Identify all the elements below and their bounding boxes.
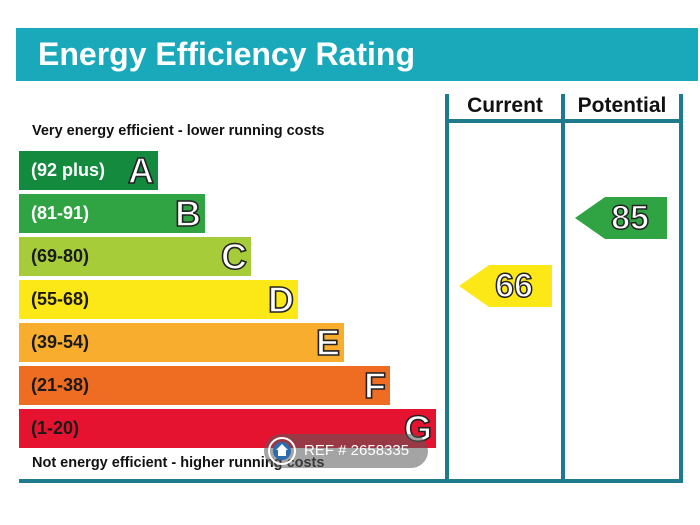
- band-f: (21-38) F: [19, 364, 390, 407]
- page-title: Energy Efficiency Rating: [38, 36, 415, 72]
- watermark-badge: REF # 2658335: [264, 434, 428, 468]
- current-rating-arrow: 66: [459, 265, 552, 307]
- band-e-range: (39-54): [31, 332, 90, 352]
- watermark-reference: REF # 2658335: [304, 442, 410, 459]
- band-d: (55-68) D: [19, 278, 298, 321]
- band-c-range: (69-80): [31, 246, 90, 266]
- header-banner: Energy Efficiency Rating: [16, 28, 698, 81]
- current-arrow-shape: [459, 265, 552, 307]
- column-header-current: Current: [467, 94, 543, 117]
- band-d-letter: D: [267, 278, 295, 321]
- band-a: (92 plus) A: [19, 149, 158, 192]
- grid-line-right: [679, 94, 683, 481]
- potential-arrow-shape: [575, 197, 667, 239]
- band-a-range: (92 plus): [31, 160, 106, 180]
- band-d-range: (55-68): [31, 289, 90, 309]
- grid-line-header: [445, 119, 683, 123]
- band-e: (39-54) E: [19, 321, 344, 364]
- band-g-range: (1-20): [31, 418, 80, 438]
- house-logo-icon: [268, 437, 296, 465]
- band-c-letter: C: [220, 235, 248, 278]
- band-f-range: (21-38): [31, 375, 90, 395]
- potential-rating-arrow: 85: [575, 197, 667, 239]
- grid-line-middle: [561, 94, 565, 481]
- band-e-letter: E: [315, 321, 341, 364]
- grid-line-bottom: [19, 479, 683, 483]
- band-a-letter: A: [127, 149, 155, 192]
- current-rating-value: 66: [494, 266, 533, 306]
- band-b: (81-91) B: [19, 192, 205, 235]
- band-b-letter: B: [174, 192, 202, 235]
- grid-line-left: [445, 94, 449, 481]
- potential-rating-value: 85: [610, 198, 649, 238]
- band-c: (69-80) C: [19, 235, 251, 278]
- band-b-range: (81-91): [31, 203, 90, 223]
- note-top: Very energy efficient - lower running co…: [32, 123, 325, 139]
- current-arrow-polygon: [459, 265, 552, 307]
- note-bottom: Not energy efficient - higher running co…: [32, 455, 325, 471]
- potential-arrow-polygon: [575, 197, 667, 239]
- column-header-potential: Potential: [577, 94, 667, 117]
- band-f-letter: F: [363, 364, 387, 407]
